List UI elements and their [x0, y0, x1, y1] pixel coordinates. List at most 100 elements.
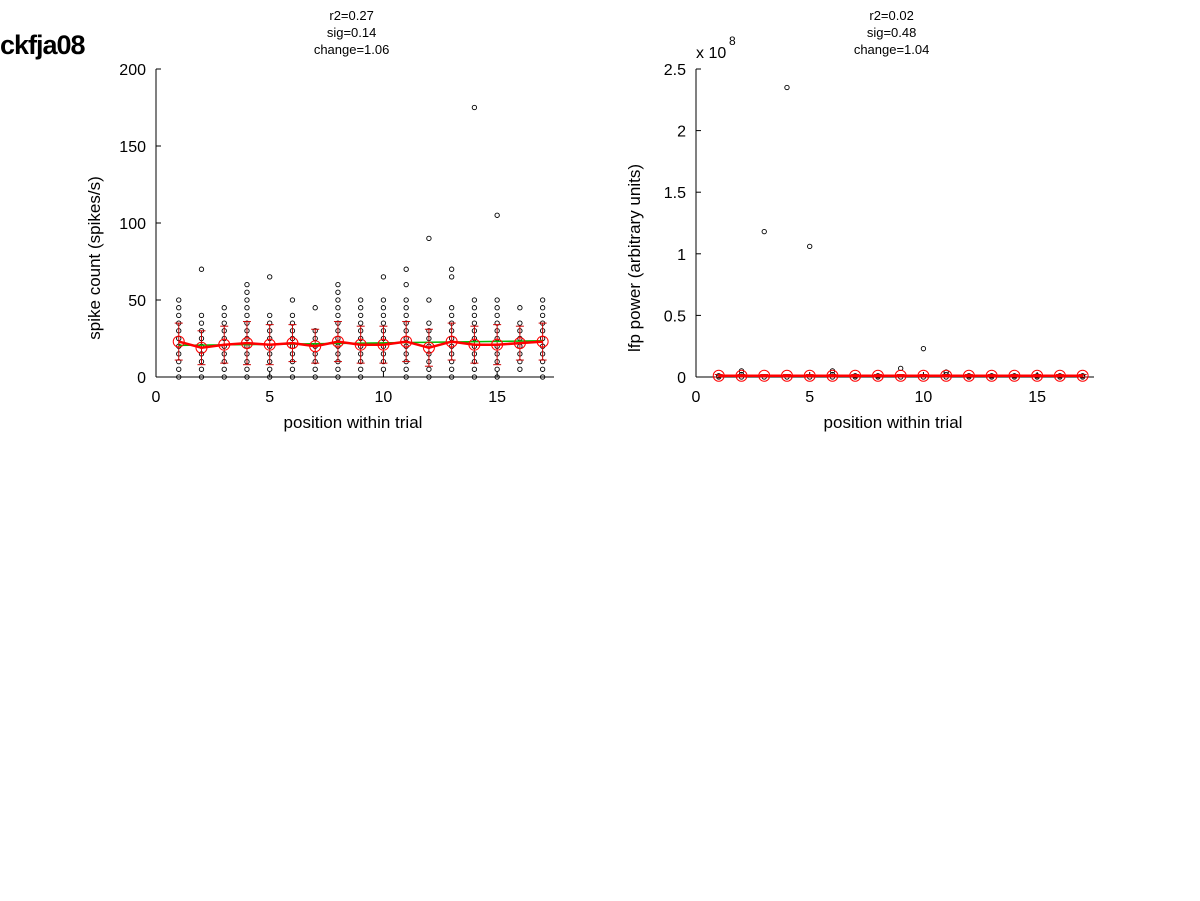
- data-point: [494, 374, 500, 380]
- data-point: [471, 366, 478, 372]
- data-point: [380, 305, 387, 311]
- data-point: [403, 374, 409, 380]
- data-point: [176, 312, 182, 319]
- data-point: [380, 312, 387, 319]
- data-point: [289, 297, 296, 303]
- data-point: [403, 297, 409, 303]
- y-tick-label: 1: [677, 247, 686, 264]
- data-point: [335, 366, 341, 372]
- data-point: [403, 281, 409, 288]
- data-point: [312, 374, 318, 380]
- x-tick-label: 5: [805, 389, 814, 406]
- data-point: [358, 297, 364, 303]
- mean-marker: [712, 369, 725, 382]
- data-point: [335, 281, 341, 288]
- data-point: [335, 305, 341, 311]
- mean-marker: [172, 335, 185, 348]
- data-point: [380, 320, 387, 326]
- chart-title-line: sig=0.14: [327, 25, 377, 40]
- mean-marker: [513, 337, 526, 350]
- mean-marker: [422, 341, 435, 354]
- data-point: [494, 297, 500, 303]
- data-point: [244, 289, 250, 295]
- data-point: [244, 366, 250, 372]
- chart-title-line: sig=0.48: [867, 25, 917, 40]
- data-point: [176, 297, 182, 303]
- data-point: [380, 274, 387, 280]
- data-point: [449, 374, 455, 380]
- mean-marker: [826, 369, 839, 382]
- mean-marker: [803, 369, 816, 382]
- data-point: [494, 212, 500, 218]
- data-point: [380, 297, 387, 303]
- data-point: [358, 366, 364, 372]
- y-tick-label: 100: [119, 216, 146, 233]
- mean-marker: [962, 369, 975, 382]
- data-point: [244, 312, 250, 319]
- data-point: [784, 84, 790, 91]
- data-point: [403, 305, 409, 311]
- data-point: [289, 312, 296, 319]
- data-point: [539, 312, 546, 319]
- data-point: [761, 228, 767, 235]
- data-point: [221, 366, 227, 372]
- data-point: [426, 320, 432, 326]
- data-point: [335, 289, 341, 295]
- data-point: [198, 374, 205, 380]
- mean-marker: [309, 340, 322, 353]
- mean-marker: [263, 338, 276, 351]
- data-point: [517, 320, 523, 326]
- mean-line: [178, 340, 543, 349]
- data-point: [289, 366, 296, 372]
- data-point: [358, 305, 364, 311]
- y-tick-label: 0: [677, 370, 686, 387]
- mean-marker: [354, 338, 367, 351]
- data-point: [449, 274, 455, 280]
- mean-marker: [871, 369, 884, 382]
- y-axis-label: spike count (spikes/s): [85, 176, 104, 339]
- y-axis-label: lfp power (arbitrary units): [625, 164, 644, 352]
- data-point: [289, 374, 296, 380]
- data-point: [449, 312, 455, 319]
- chart-title-line: r2=0.27: [329, 8, 373, 23]
- data-point: [176, 366, 182, 372]
- figure-label: ckfja08: [0, 30, 86, 60]
- data-point: [267, 312, 273, 319]
- data-point: [471, 297, 478, 303]
- spike-count-chart: r2=0.27 sig=0.14 change=1.06 0 50 100 150 200 0 5…: [85, 8, 554, 432]
- data-point: [449, 266, 455, 272]
- mean-marker: [1053, 369, 1066, 382]
- mean-marker: [536, 335, 549, 348]
- data-point: [517, 305, 523, 311]
- data-point: [198, 312, 205, 319]
- data-point: [267, 374, 273, 380]
- mean-marker: [218, 338, 231, 351]
- data-point: [244, 281, 250, 288]
- data-point: [471, 104, 478, 111]
- data-point: [335, 297, 341, 303]
- y-tick-label: 0.5: [664, 308, 686, 325]
- data-point: [471, 312, 478, 319]
- data-point: [494, 366, 500, 372]
- chart-title-line: r2=0.02: [869, 8, 913, 23]
- x-axis-label: position within trial: [284, 413, 423, 432]
- mean-marker: [780, 369, 793, 382]
- y-tick-label: 0: [137, 370, 146, 387]
- data-point: [244, 305, 250, 311]
- data-point: [539, 374, 546, 380]
- lfp-power-chart: r2=0.02 sig=0.48 change=1.04 0 0.5 1 1.5 2 2.5 0 5…: [625, 8, 1094, 432]
- mean-marker: [491, 338, 504, 351]
- mean-marker: [1076, 369, 1089, 382]
- data-point: [471, 320, 478, 326]
- exponent-power: 8: [729, 34, 736, 48]
- data-point: [244, 297, 250, 303]
- mean-marker: [240, 337, 253, 350]
- data-point: [539, 366, 546, 372]
- data-point: [426, 235, 432, 242]
- mean-marker: [940, 369, 953, 382]
- x-tick-label: 0: [692, 389, 701, 406]
- y-tick-label: 200: [119, 62, 146, 79]
- data-point: [471, 305, 478, 311]
- data-point: [403, 366, 409, 372]
